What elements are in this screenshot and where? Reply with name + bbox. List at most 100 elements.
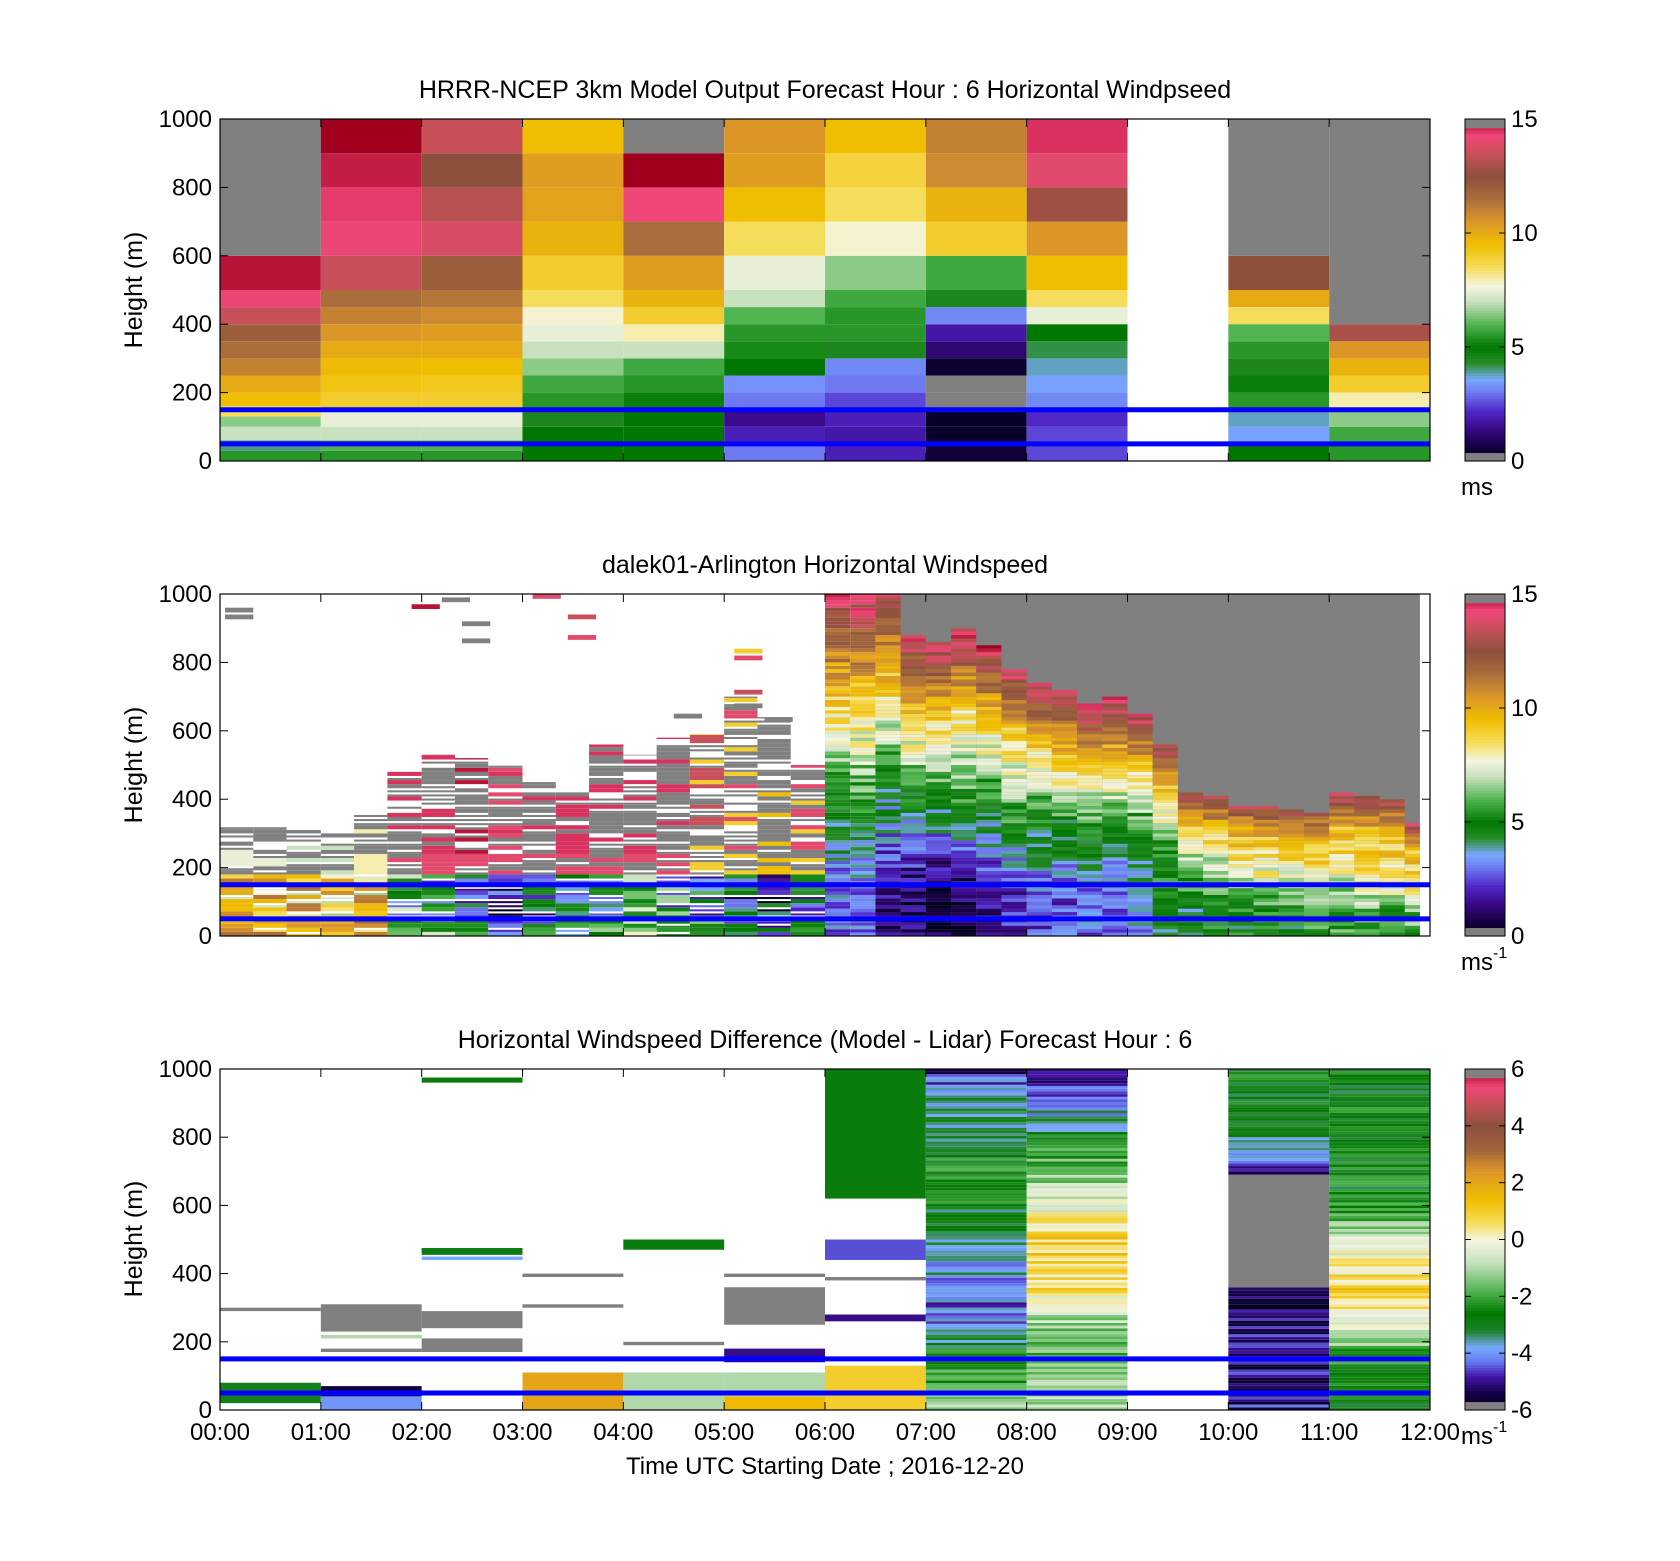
diff-profile-cell	[1026, 1382, 1128, 1386]
diff-profile-cell	[1026, 1258, 1128, 1262]
colorbar-swatch	[1465, 404, 1505, 408]
lidar-cell	[757, 802, 791, 805]
lidar-cell	[488, 870, 523, 875]
diff-profile-cell	[1026, 1161, 1128, 1165]
lidar-cell	[757, 829, 791, 834]
diff-profile-cell	[925, 1318, 1027, 1322]
diff-profile-cell	[1026, 1234, 1128, 1237]
lidar-profile-cell	[1127, 898, 1153, 902]
lidar-cell	[320, 864, 355, 867]
diff-profile-cell	[1026, 1306, 1128, 1310]
lidar-profile-cell	[976, 901, 1002, 906]
lidar-profile-cell	[1051, 809, 1078, 813]
colorbar-swatch	[1465, 796, 1505, 800]
lidar-profile-cell	[1077, 877, 1103, 882]
diff-profile-cell	[1228, 1090, 1330, 1094]
diff-profile-cell	[1329, 1361, 1430, 1365]
lidar-profile-cell	[875, 785, 901, 789]
lidar-profile-cell	[875, 788, 901, 793]
lidar-profile-cell	[1127, 788, 1153, 793]
lidar-cell	[454, 911, 489, 916]
y-tick-label: 0	[199, 448, 212, 475]
lidar-profile-cell	[875, 775, 901, 779]
model-cell-h1	[320, 426, 422, 441]
diff-profile-cell	[1329, 1239, 1430, 1243]
lidar-profile-cell	[900, 751, 926, 755]
lidar-cell	[488, 771, 523, 776]
lidar-cell	[757, 878, 791, 883]
lidar-profile-cell	[1329, 894, 1355, 899]
lidar-cell	[454, 767, 489, 772]
colorbar-swatch	[1465, 238, 1505, 243]
lidar-cell	[421, 903, 455, 908]
lidar-profile-cell	[1404, 843, 1420, 848]
lidar-profile-cell	[1303, 929, 1330, 933]
lidar-profile-cell	[875, 672, 901, 677]
diff-profile-cell	[1329, 1290, 1430, 1294]
colorbar-swatch	[1465, 628, 1505, 632]
lidar-profile-cell	[825, 679, 851, 683]
lidar-cell	[656, 788, 690, 793]
lidar-profile-cell	[875, 812, 901, 817]
colorbar-swatch	[1465, 421, 1505, 425]
lidar-cell	[354, 878, 388, 883]
lidar-cell	[421, 866, 455, 871]
colorbar-swatch	[1465, 1083, 1505, 1087]
lidar-profile-cell	[1354, 816, 1380, 820]
lidar-cell	[790, 874, 825, 879]
lidar-profile-cell	[1228, 809, 1254, 813]
colorbar-swatch	[1465, 804, 1505, 809]
lidar-profile-cell	[850, 717, 876, 721]
colorbar-swatch	[1465, 1338, 1505, 1343]
lidar-profile-cell	[1329, 901, 1355, 906]
lidar-cell	[421, 755, 455, 760]
lidar-cell	[253, 878, 287, 883]
lidar-profile-cell	[1051, 932, 1078, 936]
lidar-profile-cell	[900, 703, 926, 707]
lidar-profile-cell	[1354, 829, 1380, 834]
lidar-profile-cell	[1001, 932, 1027, 936]
lidar-profile-cell	[976, 860, 1002, 865]
lidar-cell	[421, 880, 455, 883]
lidar-cell	[522, 808, 556, 813]
diff-profile-cell	[1026, 1242, 1128, 1245]
lidar-cell	[790, 788, 825, 793]
diff-profile-cell	[1329, 1301, 1430, 1304]
colorbar-swatch	[1465, 662, 1505, 666]
lidar-profile-cell	[900, 860, 926, 865]
lidar-profile-cell	[900, 843, 926, 848]
lidar-cell	[757, 858, 791, 863]
lidar-cell	[656, 780, 690, 785]
lidar-cell	[623, 765, 657, 768]
lidar-profile-cell	[951, 761, 977, 765]
diff-profile-cell	[1026, 1107, 1128, 1111]
lidar-profile-cell	[925, 693, 952, 697]
lidar-profile-cell	[1001, 829, 1027, 834]
lidar-profile-cell	[1228, 816, 1254, 820]
lidar-profile-cell	[850, 689, 876, 694]
lidar-profile-cell	[875, 635, 901, 639]
lidar-cell	[689, 734, 725, 739]
lidar-profile-cell	[1177, 867, 1204, 872]
diff-profile-cell	[925, 1116, 1027, 1120]
model-cell-h8	[1026, 119, 1128, 154]
lidar-profile-cell	[825, 641, 851, 646]
lidar-cell	[656, 775, 690, 781]
lidar-cell	[790, 819, 825, 822]
lidar-profile-cell	[951, 809, 977, 813]
model-cell-h4	[623, 409, 725, 427]
lidar-profile-cell	[875, 806, 901, 810]
lidar-profile-cell	[1051, 840, 1078, 844]
model-cell-h2	[421, 290, 523, 308]
x-tick-label: 06:00	[795, 1419, 855, 1446]
lidar-cell	[320, 919, 355, 924]
diff-profile-cell	[1329, 1285, 1430, 1288]
diff-profile-cell	[1329, 1234, 1430, 1237]
lidar-profile-cell	[1303, 840, 1330, 844]
lidar-profile-cell	[1026, 730, 1052, 735]
lidar-profile-cell	[1077, 778, 1103, 783]
model-cell-h8	[1026, 290, 1128, 308]
lidar-profile-cell	[1354, 819, 1380, 824]
lidar-profile-cell	[825, 860, 851, 865]
lidar-profile-cell	[825, 826, 851, 830]
